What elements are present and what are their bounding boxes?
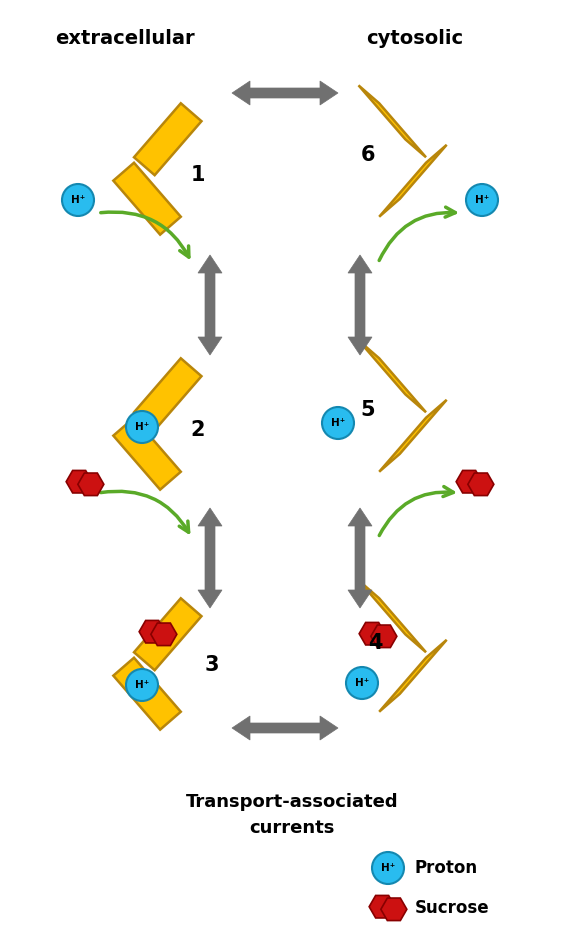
Circle shape [126,669,158,701]
Text: 2: 2 [191,420,205,440]
Polygon shape [359,85,426,158]
Circle shape [466,184,498,216]
Polygon shape [379,400,447,472]
Polygon shape [379,145,447,216]
Polygon shape [369,896,395,918]
Circle shape [372,852,404,884]
Polygon shape [139,620,165,643]
Polygon shape [66,470,92,493]
Text: H⁺: H⁺ [381,863,395,873]
Polygon shape [359,580,426,652]
Text: 4: 4 [368,633,383,653]
Text: 3: 3 [205,655,219,675]
Polygon shape [113,418,181,490]
Text: Transport-associated
currents: Transport-associated currents [186,793,398,838]
Polygon shape [113,658,181,730]
Polygon shape [232,81,338,105]
Text: H⁺: H⁺ [135,422,149,432]
Polygon shape [134,104,201,175]
Text: 6: 6 [361,145,376,165]
Polygon shape [198,508,222,608]
Polygon shape [78,473,104,495]
Polygon shape [134,598,201,670]
Circle shape [62,184,94,216]
Polygon shape [456,470,482,493]
Text: extracellular: extracellular [55,29,195,48]
Polygon shape [379,640,447,712]
Polygon shape [371,625,397,648]
Polygon shape [113,162,181,235]
Text: H⁺: H⁺ [331,418,345,428]
Polygon shape [198,255,222,355]
Text: Proton: Proton [415,859,478,877]
Polygon shape [151,623,177,646]
Polygon shape [232,716,338,740]
Text: 5: 5 [361,400,376,420]
Text: Sucrose: Sucrose [415,899,489,917]
Circle shape [322,407,354,439]
Polygon shape [468,473,494,495]
Circle shape [126,411,158,443]
Text: H⁺: H⁺ [475,195,489,205]
Text: H⁺: H⁺ [355,678,369,688]
Polygon shape [348,255,372,355]
Text: H⁺: H⁺ [135,680,149,690]
Circle shape [346,667,378,699]
Polygon shape [381,898,407,921]
Polygon shape [359,622,385,645]
Text: 1: 1 [191,165,205,185]
Polygon shape [348,508,372,608]
Polygon shape [359,341,426,412]
Polygon shape [134,358,201,430]
Text: cytosolic: cytosolic [366,29,464,48]
Text: H⁺: H⁺ [71,195,85,205]
